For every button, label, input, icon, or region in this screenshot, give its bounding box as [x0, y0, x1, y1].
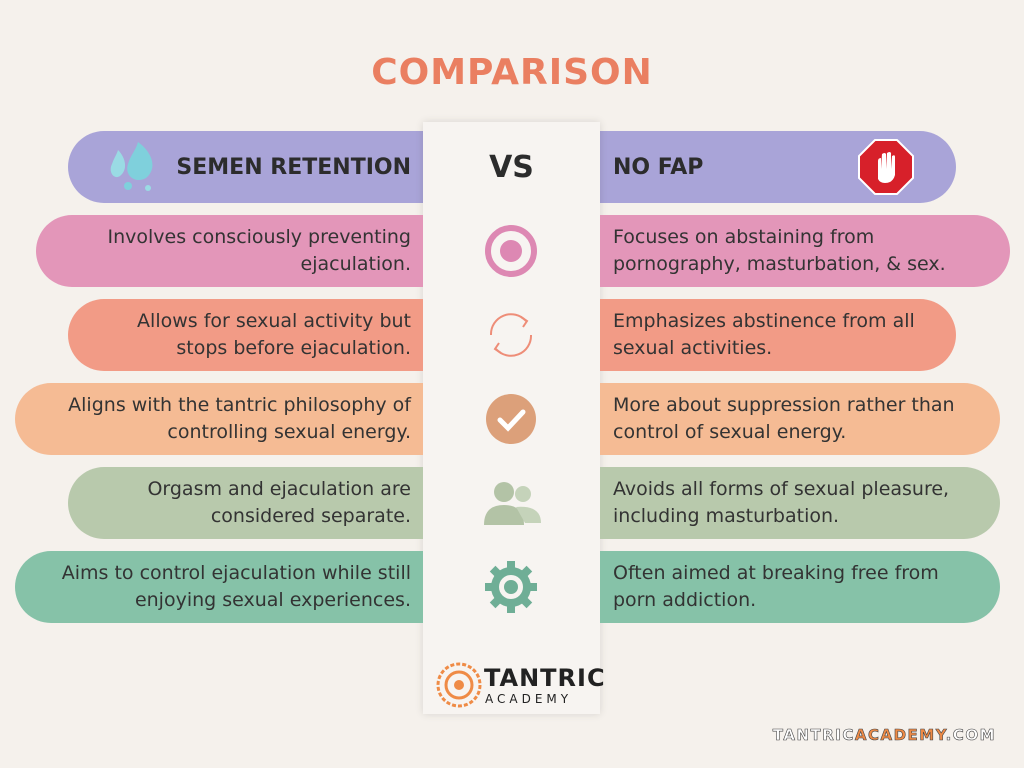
drops-icon [110, 142, 153, 191]
row-left: Aims to control ejaculation while still … [15, 551, 423, 623]
footer-part: TANTRIC [772, 726, 855, 745]
row-left-text: Involves consciously preventing ejaculat… [107, 226, 411, 275]
row-left-text: Aligns with the tantric philosophy of co… [68, 394, 411, 443]
logo-line1: TANTRIC [484, 664, 606, 692]
check-icon [486, 394, 536, 444]
row-right-text: Avoids all forms of sexual pleasure, inc… [613, 478, 950, 527]
footer: TANTRICACADEMY.COM [772, 726, 996, 745]
row-left-text: Orgasm and ejaculation are considered se… [147, 478, 411, 527]
row-right: More about suppression rather than contr… [600, 383, 1000, 455]
row-left: Allows for sexual activity but stops bef… [68, 299, 423, 371]
header-left-text: SEMEN RETENTION [176, 154, 411, 180]
stop-icon [858, 139, 914, 195]
row-left: Orgasm and ejaculation are considered se… [68, 467, 423, 539]
gear-icon [485, 561, 537, 613]
row-left-text: Aims to control ejaculation while still … [61, 562, 411, 611]
title: COMPARISON [371, 52, 653, 93]
logo-line2: ACADEMY [485, 692, 573, 706]
target-icon [485, 225, 537, 277]
row-right-text: More about suppression rather than contr… [613, 394, 955, 443]
row-left: Aligns with the tantric philosophy of co… [15, 383, 423, 455]
vs-label: VS [489, 150, 534, 185]
people-icon [484, 482, 541, 525]
footer-part: ACADEMY [854, 726, 946, 745]
row-right: Often aimed at breaking free from porn a… [600, 551, 1000, 623]
logo-mark [436, 662, 482, 708]
row-left-text: Allows for sexual activity but stops bef… [137, 310, 411, 359]
row-right: Focuses on abstaining from pornography, … [600, 215, 1010, 287]
header-left: SEMEN RETENTION [68, 131, 423, 203]
row-left: Involves consciously preventing ejaculat… [36, 215, 423, 287]
header-right-text: NO FAP [613, 154, 704, 180]
row-right: Avoids all forms of sexual pleasure, inc… [600, 467, 1000, 539]
row-right-text: Often aimed at breaking free from porn a… [613, 562, 939, 611]
row-right-text: Focuses on abstaining from pornography, … [613, 226, 946, 275]
row-right: Emphasizes abstinence from all sexual ac… [600, 299, 956, 371]
cycle-icon [489, 313, 533, 357]
row-right-text: Emphasizes abstinence from all sexual ac… [613, 310, 915, 359]
footer-part: .COM [945, 726, 996, 745]
